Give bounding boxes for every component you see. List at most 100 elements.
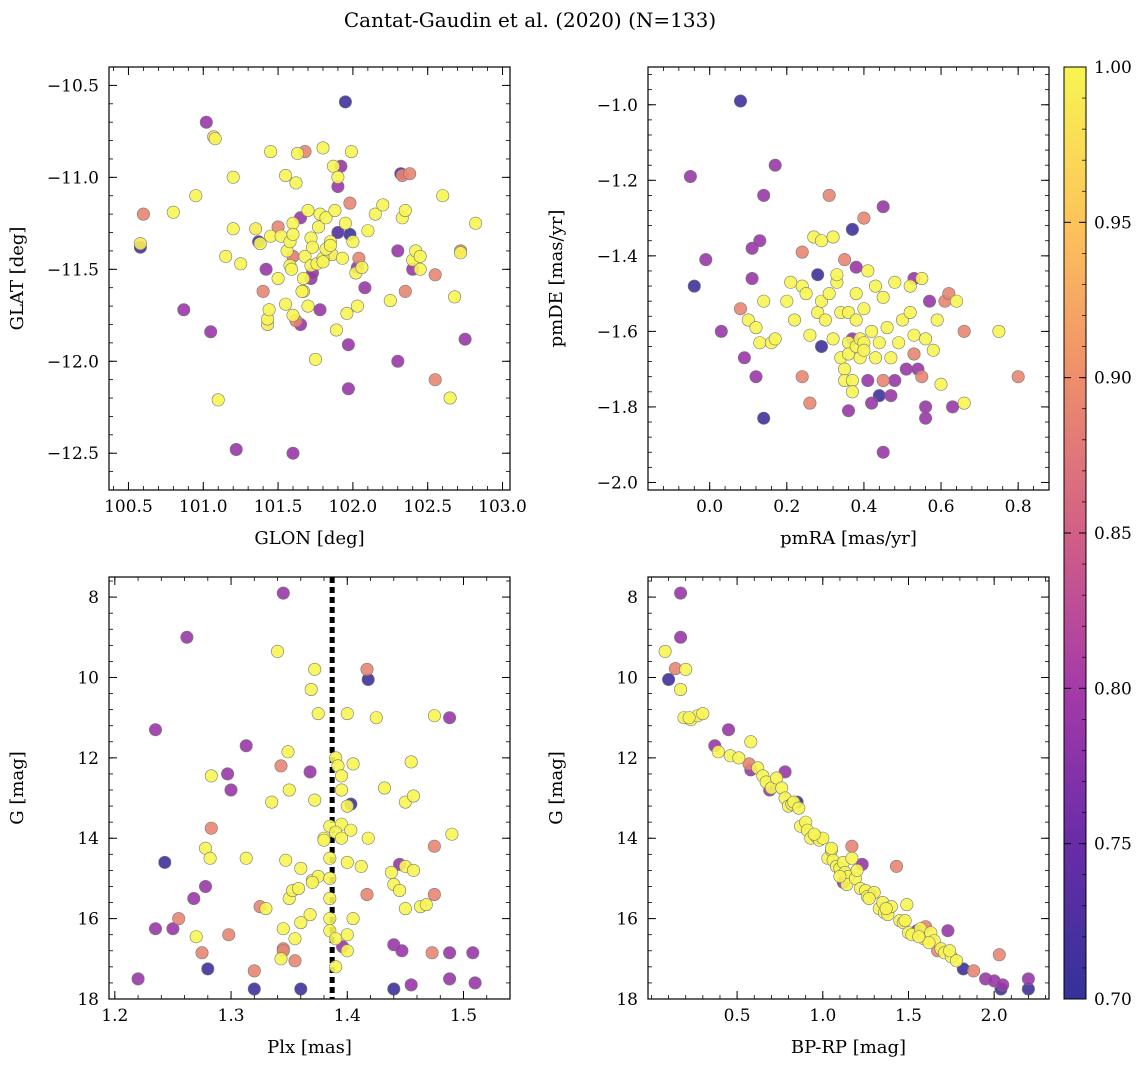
data-point xyxy=(288,954,302,968)
data-point xyxy=(204,821,218,835)
data-point xyxy=(304,682,318,696)
data-point xyxy=(445,827,459,841)
x-tick-label: 0.5 xyxy=(724,1006,751,1026)
data-point xyxy=(331,226,345,240)
data-point xyxy=(930,313,944,327)
data-point xyxy=(876,200,890,214)
y-tick-label: 14 xyxy=(616,829,638,849)
data-point xyxy=(259,902,273,916)
data-point xyxy=(350,299,364,313)
data-point xyxy=(406,863,420,877)
x-tick-label: 1.3 xyxy=(218,1006,245,1026)
data-point xyxy=(768,332,782,346)
data-point xyxy=(346,912,360,926)
data-point xyxy=(201,962,215,976)
y-axis-label: G [mag] xyxy=(546,751,567,824)
data-point xyxy=(234,257,248,271)
data-point xyxy=(857,343,871,357)
data-point xyxy=(377,781,391,795)
data-point xyxy=(427,709,441,723)
x-tick-label: 0.4 xyxy=(850,497,877,517)
data-point xyxy=(818,313,832,327)
data-point xyxy=(757,188,771,202)
data-point xyxy=(768,158,782,172)
data-point xyxy=(259,262,273,276)
data-point xyxy=(857,302,871,316)
x-tick-label: 101.5 xyxy=(254,497,303,517)
y-tick-label: −11.0 xyxy=(47,168,99,188)
x-tick-label: 1.5 xyxy=(450,1006,477,1026)
colorbar: 0.70 0.75 0.80 0.85 0.90 0.95 1.00 xyxy=(1063,58,1132,1010)
data-point xyxy=(872,336,886,350)
colorbar-tick-label: 0.75 xyxy=(1094,835,1132,855)
axes-frame xyxy=(647,576,1050,1000)
data-point xyxy=(346,757,360,771)
data-point xyxy=(876,445,890,459)
data-point xyxy=(404,978,418,992)
data-point xyxy=(428,373,442,387)
data-point xyxy=(344,145,358,159)
data-point xyxy=(862,891,876,905)
data-point xyxy=(341,338,355,352)
colorbar-tick-label: 0.85 xyxy=(1094,524,1132,544)
data-point xyxy=(888,373,902,387)
data-point xyxy=(158,855,172,869)
data-point xyxy=(915,370,929,384)
x-tick-label: 0.0 xyxy=(696,497,723,517)
data-point xyxy=(294,916,308,930)
data-point xyxy=(317,833,331,847)
y-tick-label: −1.2 xyxy=(597,171,638,191)
y-tick-label: 8 xyxy=(627,588,638,608)
data-point xyxy=(849,260,863,274)
x-tick-label: 100.5 xyxy=(104,497,153,517)
data-point xyxy=(919,400,933,414)
x-tick-label: 2.0 xyxy=(981,1006,1008,1026)
data-point xyxy=(419,898,433,912)
data-point xyxy=(749,321,763,335)
data-point xyxy=(845,385,859,399)
data-point xyxy=(454,246,468,260)
data-point xyxy=(992,324,1006,338)
data-point xyxy=(383,294,397,308)
data-point xyxy=(279,169,293,183)
data-point xyxy=(967,964,981,978)
data-point xyxy=(757,411,771,425)
data-point xyxy=(919,332,933,346)
data-point xyxy=(355,260,369,274)
data-point xyxy=(308,352,322,366)
y-tick-label: −1.6 xyxy=(597,322,638,342)
data-point xyxy=(391,354,405,368)
data-point xyxy=(343,196,357,210)
data-point xyxy=(253,237,267,251)
y-tick-label: 16 xyxy=(616,910,638,930)
data-point xyxy=(131,972,145,986)
data-point xyxy=(992,948,1006,962)
data-point xyxy=(282,783,296,797)
data-point xyxy=(384,865,398,879)
data-point xyxy=(329,932,343,946)
data-point xyxy=(941,924,955,938)
data-point xyxy=(308,662,322,676)
data-point xyxy=(360,887,374,901)
x-tick-label: 1.0 xyxy=(809,1006,836,1026)
data-point xyxy=(239,739,253,753)
data-point xyxy=(331,170,345,184)
data-point xyxy=(658,644,672,658)
data-point xyxy=(316,141,330,155)
data-point xyxy=(857,211,871,225)
data-point xyxy=(326,159,340,173)
data-point xyxy=(674,682,688,696)
colorbar-tick-label: 0.90 xyxy=(1094,369,1132,389)
data-point xyxy=(443,946,457,960)
data-point xyxy=(189,930,203,944)
y-tick-label: −12.0 xyxy=(47,352,99,372)
data-point xyxy=(674,630,688,644)
data-point xyxy=(957,324,971,338)
data-point xyxy=(799,287,813,301)
data-point xyxy=(323,912,337,926)
y-tick-label: 16 xyxy=(77,910,99,930)
data-point xyxy=(861,264,875,278)
data-point xyxy=(662,672,676,686)
y-axis-label: G [mag] xyxy=(7,751,28,824)
data-point xyxy=(687,279,701,293)
